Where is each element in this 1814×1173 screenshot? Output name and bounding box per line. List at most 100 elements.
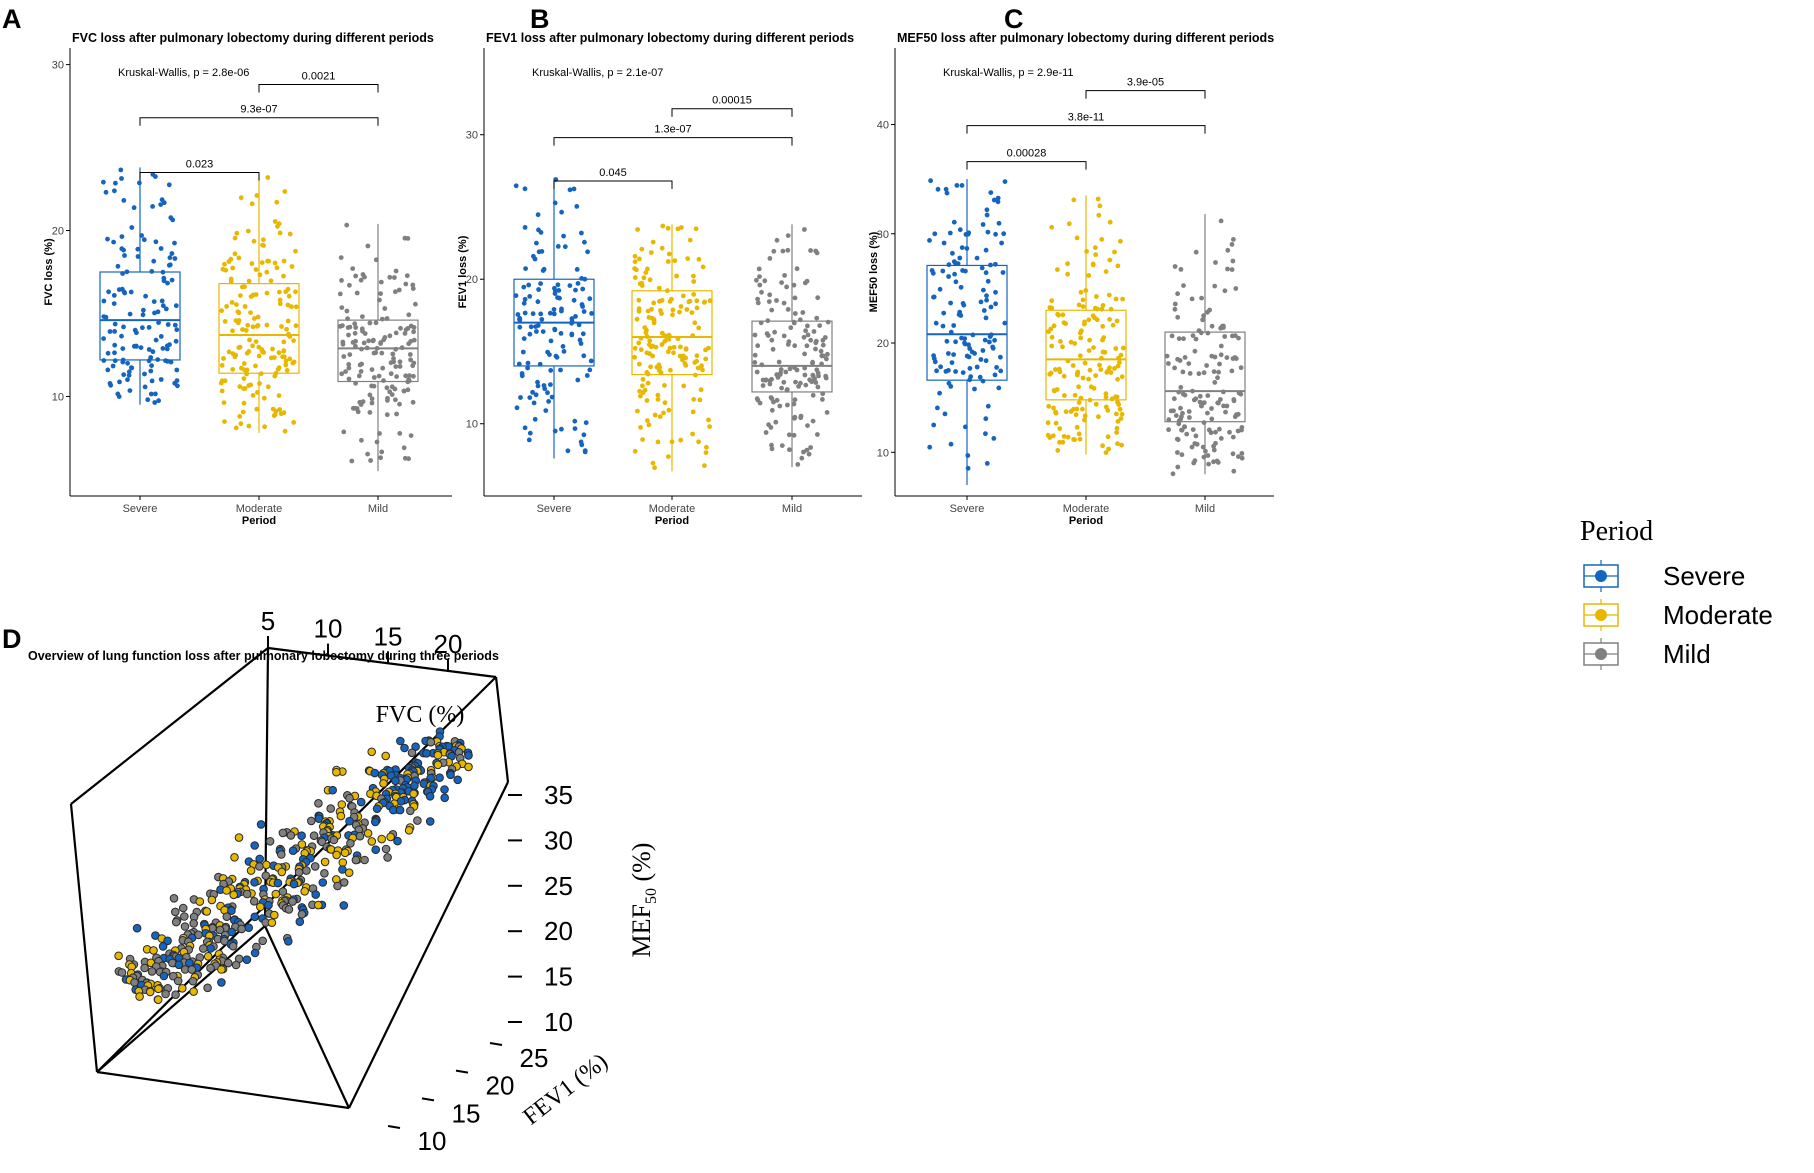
data-point [661,410,666,416]
data-point [249,261,255,266]
scatter3d-point-moderate [377,834,387,844]
y-tick-label: 40 [877,119,889,131]
data-point [639,283,645,288]
data-point [172,256,178,261]
data-point [163,306,169,312]
data-point [1113,346,1119,351]
legend-key-dot [1595,609,1607,621]
data-point [632,266,637,271]
scatter3d-point-moderate [189,987,198,996]
data-point [1224,355,1230,360]
scatter3d-point-mild [187,965,197,974]
data-point [667,345,673,351]
data-point [376,373,382,379]
scatter3d-point-moderate [195,897,205,906]
data-point [406,378,412,384]
data-point [798,413,804,419]
data-point [958,284,964,290]
scatter3d-point-moderate [230,853,239,862]
data-point [825,351,830,357]
scatter3d-point-mild [333,881,342,891]
data-point [165,322,171,327]
mef-label-main: MEF [627,904,656,957]
data-point [378,291,383,296]
cube-edge [96,925,266,1073]
data-point [988,304,994,310]
data-point [1221,403,1226,409]
data-point [1077,330,1083,336]
data-point [943,186,949,192]
significance-bracket [139,171,260,181]
data-point [984,293,989,299]
scatter3d-point-severe [227,906,236,916]
data-point [112,321,118,327]
data-point [1191,397,1197,403]
data-point [819,353,825,359]
data-point [289,304,294,310]
data-point [407,352,413,357]
data-point [643,330,649,335]
data-point [1120,296,1125,302]
data-point [403,373,409,379]
data-point [1051,405,1056,411]
data-point [791,401,797,407]
scatter3d-point-severe [158,942,168,951]
data-point [983,358,989,364]
data-point [565,448,571,454]
data-point [138,345,144,350]
data-point [535,212,541,218]
data-point [161,275,167,281]
data-point [112,342,118,348]
data-point [950,250,955,256]
data-point [119,333,124,339]
data-point [152,400,158,405]
data-point [540,268,546,273]
data-point [549,394,555,400]
data-point [1097,203,1103,209]
data-point [808,445,813,450]
data-point [543,408,549,413]
data-point [361,340,367,346]
data-point [785,307,791,312]
data-point [687,237,693,243]
data-point [700,264,706,270]
scatter3d-point-moderate [203,952,213,961]
data-point [804,343,810,349]
data-point [285,302,291,308]
mef-tick-label: 30 [544,825,573,855]
scatter3d-point-severe [264,900,273,910]
data-point [246,278,252,284]
scatter3d-point-severe [422,749,431,758]
data-point [393,397,398,403]
data-point [1115,363,1121,369]
data-point [413,301,418,307]
data-point [513,183,519,189]
data-point [569,332,575,338]
x-tick-label: Mild [1195,503,1215,515]
scatter3d-point-severe [217,978,226,987]
scatter3d-point-mild [309,831,319,841]
p-value-label: 1.3e-07 [654,124,691,136]
data-point [778,370,783,376]
box-moderate [1045,309,1127,401]
box-severe [926,264,1008,381]
data-point [1209,406,1214,411]
data-point [354,406,360,411]
data-point [1114,430,1119,435]
data-point [408,433,414,438]
data-point [567,187,573,193]
scatter3d-point-mild [326,804,336,813]
data-point [236,345,242,350]
scatter3d-point-mild [171,907,180,917]
data-point [1093,245,1098,251]
data-point [756,266,762,272]
panel-c-title: MEF50 loss after pulmonary lobectomy dur… [897,31,1274,45]
box-moderate [631,290,713,376]
data-point [369,383,374,389]
data-point [981,287,986,293]
data-point [1178,267,1184,272]
data-point [120,359,126,365]
data-point [219,363,225,368]
data-point [293,248,298,254]
